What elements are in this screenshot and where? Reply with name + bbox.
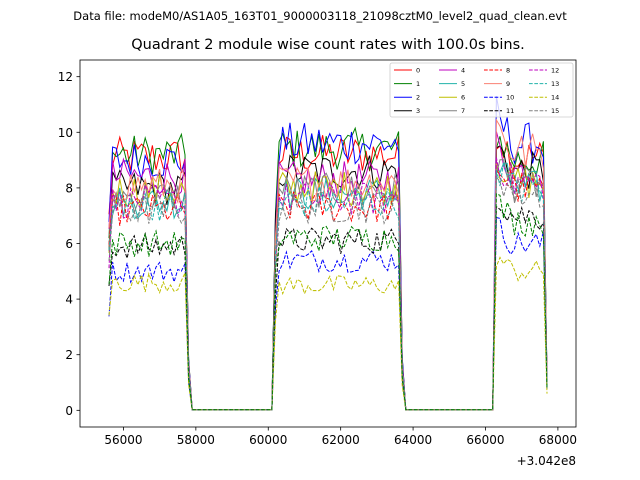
legend-label-5: 5 [461,80,465,88]
legend-label-11: 11 [506,107,514,115]
legend-label-14: 14 [551,94,559,102]
suptitle: Data file: modeM0/AS1A05_163T01_90000031… [73,9,567,23]
series-line-12 [108,157,548,411]
legend-label-2: 2 [416,94,420,102]
series-line-10 [108,216,548,411]
series-line-6 [108,162,548,411]
legend-label-6: 6 [461,94,465,102]
legend-label-4: 4 [461,66,465,74]
y-tick-label: 2 [65,348,73,362]
series-line-15 [108,175,548,411]
series-line-9 [108,118,548,411]
legend-label-0: 0 [416,66,420,74]
x-tick-label: 66000 [466,433,504,447]
legend-label-13: 13 [551,80,559,88]
x-tick-label: 60000 [249,433,287,447]
series-lines [108,96,548,411]
x-tick-label: 68000 [539,433,577,447]
x-offset-label: +3.042e8 [517,454,576,468]
legend-label-8: 8 [506,66,510,74]
chart-title: Quadrant 2 module wise count rates with … [131,37,525,53]
plot-area: 56000 58000 60000 62000 64000 66000 68000 +3.04… [58,59,577,468]
legend-label-12: 12 [551,66,559,74]
series-line-1 [108,126,548,411]
legend-label-15: 15 [551,107,559,115]
y-tick-label: 6 [65,237,73,251]
y-tick-label: 4 [65,293,73,307]
x-tick-label: 62000 [322,433,360,447]
legend-frame [389,62,574,118]
y-tick-label: 0 [65,404,73,418]
x-tick-label: 64000 [394,433,432,447]
legend-label-1: 1 [416,80,420,88]
series-line-16 [108,193,548,411]
y-tick-label: 8 [65,181,73,195]
x-tick-label: 56000 [104,433,142,447]
legend-label-10: 10 [506,94,514,102]
legend-label-7: 7 [461,107,465,115]
y-tick-label: 12 [58,70,73,84]
x-tick-label: 58000 [177,433,215,447]
legend-label-3: 3 [416,107,420,115]
legend-label-9: 9 [506,80,510,88]
y-tick-label: 10 [58,126,73,140]
